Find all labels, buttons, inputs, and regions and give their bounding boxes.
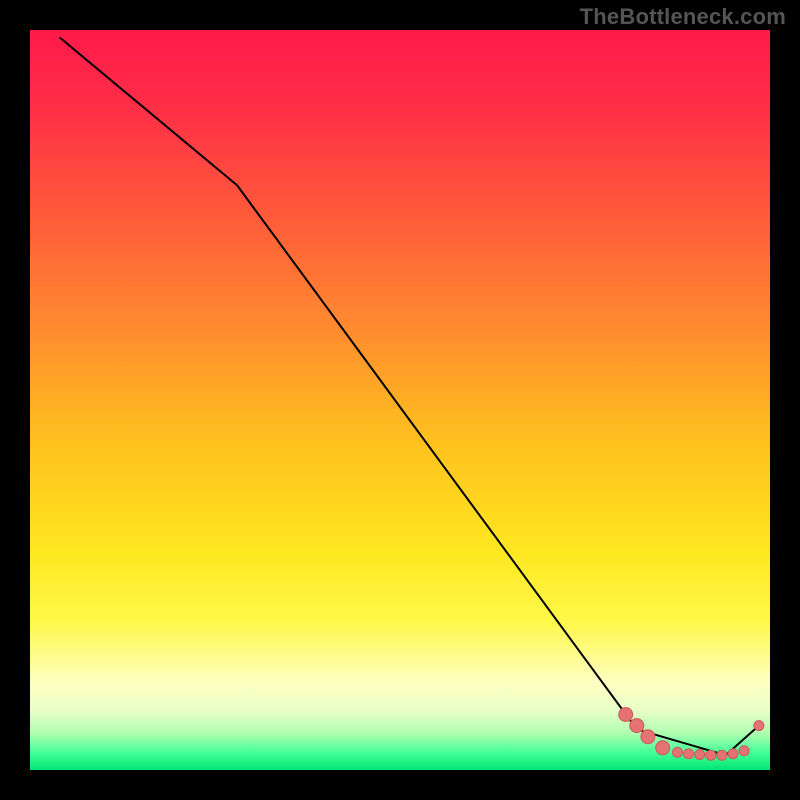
data-point — [739, 746, 749, 756]
plot-area — [30, 30, 770, 770]
data-point — [656, 741, 670, 755]
data-point — [728, 749, 738, 759]
data-point — [717, 750, 727, 760]
watermark-text: TheBottleneck.com — [580, 4, 786, 30]
data-point — [706, 750, 716, 760]
data-point — [641, 730, 655, 744]
data-point — [619, 708, 633, 722]
data-point — [695, 749, 705, 759]
bottleneck-chart — [0, 0, 800, 800]
chart-container: TheBottleneck.com — [0, 0, 800, 800]
data-point — [673, 747, 683, 757]
data-point — [754, 721, 764, 731]
data-point — [630, 719, 644, 733]
data-point — [684, 749, 694, 759]
